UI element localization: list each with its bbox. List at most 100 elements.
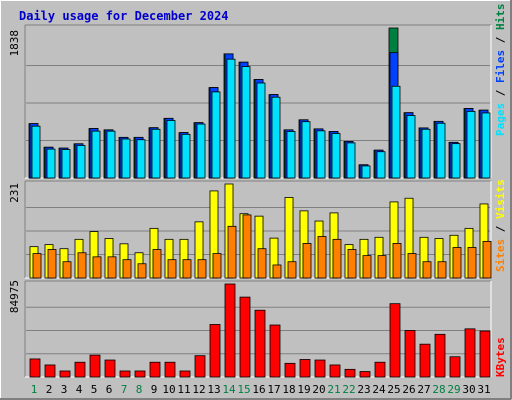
legend-separator: / <box>494 30 507 50</box>
pages-bar <box>271 96 281 179</box>
pages-bar <box>136 139 146 179</box>
kbytes-bar <box>434 333 446 378</box>
kbytes-bar <box>119 370 131 378</box>
day-label: 5 <box>91 383 98 396</box>
day-label: 6 <box>106 383 113 396</box>
pages-bar <box>121 138 131 179</box>
kbytes-bar <box>419 343 431 378</box>
pages-bar <box>316 130 326 179</box>
kbytes-bar <box>374 361 386 378</box>
sites-bar <box>212 253 222 279</box>
pages-bar <box>241 66 251 179</box>
sites-bar <box>152 249 162 279</box>
sites-bar <box>122 259 132 279</box>
sites-bar <box>137 263 147 279</box>
day-label: 12 <box>192 383 205 396</box>
pages-bar <box>91 130 101 179</box>
sites-bar <box>482 240 492 279</box>
middle-legend: Sites / Visits <box>494 179 507 272</box>
pages-bar <box>181 133 191 179</box>
visits-legend-label: Visits <box>494 179 507 219</box>
chart-title: Daily usage for December 2024 <box>19 9 229 23</box>
kbytes-bar <box>44 364 56 378</box>
kbytes-bar <box>59 370 71 378</box>
kbytes-panel <box>24 280 492 378</box>
kbytes-bar <box>344 368 356 378</box>
pages-bar <box>31 125 41 179</box>
sites-bar <box>362 255 372 279</box>
kbytes-bar <box>269 324 281 378</box>
day-label: 30 <box>462 383 475 396</box>
sites-bar <box>47 249 57 279</box>
pages-bar <box>301 121 311 179</box>
kbytes-bar <box>179 370 191 378</box>
kbytes-bar <box>299 359 311 378</box>
day-label: 20 <box>312 383 325 396</box>
kbytes-bar <box>239 296 251 378</box>
sites-bar <box>422 261 432 279</box>
pages-bar <box>256 82 266 179</box>
day-label: 21 <box>327 383 340 396</box>
sites-bar <box>317 236 327 279</box>
hits-legend-label: Hits <box>494 4 507 31</box>
svg-text:Sites / Visits: Sites / Visits <box>494 179 507 272</box>
sites-visits-panel <box>24 180 492 279</box>
day-label: 17 <box>267 383 280 396</box>
kbytes-bar <box>209 324 221 378</box>
sites-bar <box>347 249 357 279</box>
pages-bar <box>76 145 86 179</box>
kbytes-bar <box>254 309 266 378</box>
kbytes-bar <box>194 355 206 378</box>
kbytes-bar <box>89 354 101 378</box>
visits-ymax-label: 231 <box>8 183 21 203</box>
kbytes-bar <box>359 371 371 378</box>
sites-bar <box>77 252 87 279</box>
pages-bar <box>61 149 71 179</box>
pages-bar <box>211 91 221 179</box>
pages-legend-label: Pages <box>494 103 507 136</box>
sites-bar <box>392 243 402 279</box>
day-label: 11 <box>177 383 190 396</box>
sites-legend-label: Sites <box>494 239 507 272</box>
sites-bar <box>62 261 72 279</box>
sites-bar <box>272 264 282 279</box>
day-label: 10 <box>162 383 175 396</box>
sites-bar <box>227 225 237 279</box>
kbytes-bar <box>284 362 296 378</box>
day-label: 9 <box>151 383 158 396</box>
pages-bar <box>151 128 161 179</box>
kbytes-bar <box>464 328 476 378</box>
pages-bar <box>361 165 371 179</box>
kbytes-bar <box>404 330 416 378</box>
sites-bar <box>167 259 177 279</box>
pages-bar <box>46 148 56 179</box>
day-label: 23 <box>357 383 370 396</box>
sites-bar <box>332 238 342 279</box>
pages-bar <box>106 130 116 179</box>
kbytes-bar <box>74 361 86 378</box>
pages-bar <box>451 143 461 179</box>
day-label: 15 <box>237 383 250 396</box>
sites-bar <box>107 256 117 279</box>
day-axis-labels: 1 2 3 4 5 6 7 8 9 10 11 12 13 14 15 16 17 18 19 20 21 22 23 24 2… <box>31 383 491 396</box>
kbytes-bar <box>389 303 401 378</box>
sites-bar <box>257 248 267 279</box>
kbytes-ymax-label: 84975 <box>8 280 21 313</box>
sites-bar <box>467 247 477 279</box>
day-label: 26 <box>402 383 415 396</box>
bottom-legend: KBytes <box>494 337 507 377</box>
kbytes-bar <box>449 356 461 378</box>
pages-bar <box>196 123 206 179</box>
day-label: 19 <box>297 383 310 396</box>
sites-bar <box>302 243 312 279</box>
day-label: 14 <box>222 383 236 396</box>
sites-bar <box>377 255 387 279</box>
pages-bar <box>406 115 416 179</box>
pages-bar <box>421 128 431 179</box>
sites-bar <box>287 261 297 279</box>
pages-bar <box>466 111 476 179</box>
kbytes-bar <box>224 283 236 378</box>
day-label: 4 <box>76 383 83 396</box>
sites-bar <box>32 253 42 279</box>
pages-bar <box>166 120 176 179</box>
